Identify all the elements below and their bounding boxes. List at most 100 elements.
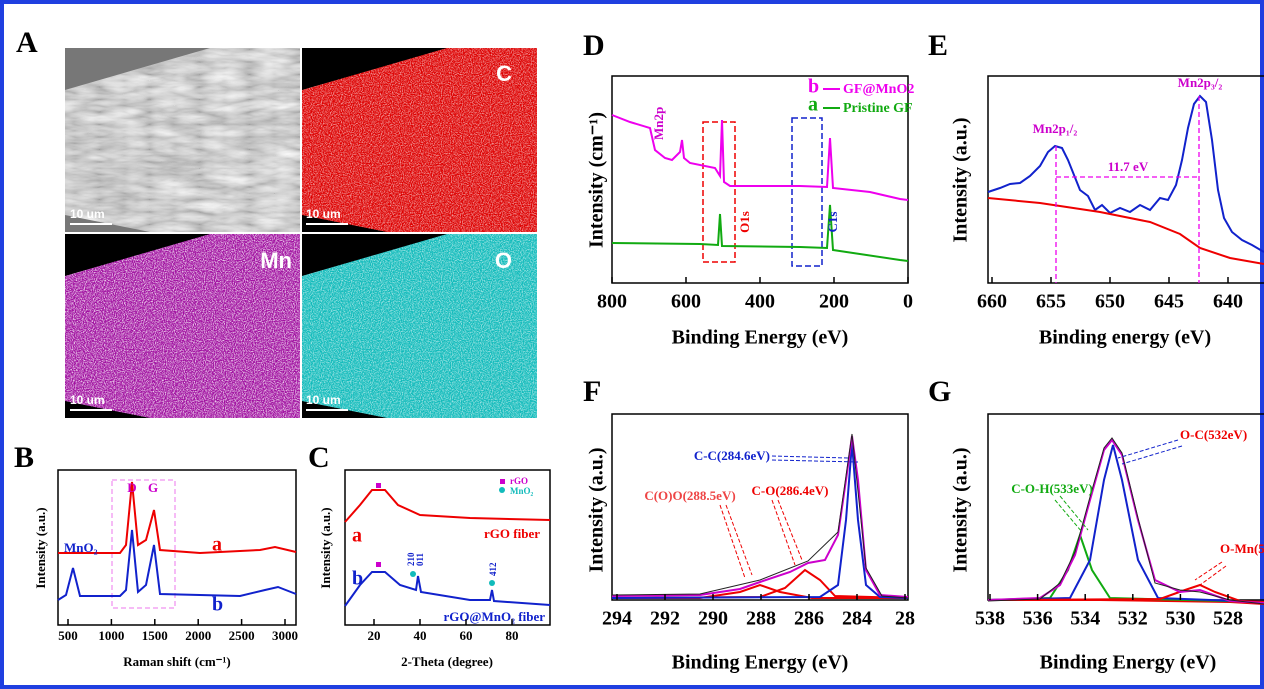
scale-bars: [70, 223, 348, 411]
x-tick-label: 800: [597, 291, 627, 313]
spectrum: [611, 433, 909, 599]
marker: [410, 571, 416, 577]
x-tick-label: 294: [602, 608, 632, 630]
y-label: Intensity (a.u.): [318, 507, 333, 588]
legend-entry: Pristine GF: [843, 101, 913, 116]
plot-frame: [344, 469, 551, 626]
x-tick-label: 650: [1095, 291, 1125, 313]
panel-label: F: [583, 375, 601, 408]
annotation: C(O)O(288.5eV): [644, 488, 735, 503]
x-tick-label: 292: [650, 608, 680, 630]
x-tick-label: 60: [460, 628, 473, 643]
plot-frame: [987, 75, 1264, 284]
x-tick-label: 284: [842, 608, 872, 630]
annotation: rGO@MnO₂ fiber: [443, 609, 545, 624]
spectrum: [58, 481, 297, 555]
annotation: Mn2p₁/₂: [1033, 121, 1078, 136]
x-label: Binding Energy (eV): [1040, 652, 1217, 674]
annotation: a: [212, 534, 222, 556]
highlight-box: [702, 121, 736, 263]
x-tick-label: 400: [745, 291, 775, 313]
legend-entry: MnO₂: [510, 486, 534, 496]
annotation: C-C(284.6eV): [694, 448, 770, 463]
annotation: C-O(286.4eV): [752, 483, 829, 498]
panel-label: C: [308, 441, 330, 474]
panel-label: B: [14, 441, 34, 474]
x-tick-label: 645: [1154, 291, 1184, 313]
x-tick-label: 538: [975, 608, 1005, 630]
annotation: rGO fiber: [484, 526, 540, 541]
marker: [489, 580, 495, 586]
spectrum: [344, 571, 551, 607]
spectrum: [987, 437, 1264, 605]
x-label: Raman shift (cm⁻¹): [123, 654, 231, 669]
legend-letter: b: [808, 76, 819, 98]
spectrum: [987, 94, 1264, 253]
plot-frame: [57, 469, 297, 626]
x-tick-label: 600: [671, 291, 701, 313]
x-tick-label: 528: [1213, 608, 1243, 630]
x-tick-label: 532: [1118, 608, 1148, 630]
annotation: MnO₂: [64, 540, 98, 555]
x-tick-label: 640: [1213, 291, 1243, 313]
x-tick-label: 80: [506, 628, 519, 643]
scale-bar-label: 10 um: [306, 207, 341, 221]
marker: [376, 483, 381, 488]
annotation: 11.7 eV: [1108, 159, 1149, 174]
annotation: O-Mn(530.2eV): [1220, 541, 1264, 556]
sem-images: [65, 48, 537, 418]
scale-bar-label: 10 um: [306, 393, 341, 407]
x-label: Binding Energy (eV): [672, 327, 849, 349]
x-tick-label: 0: [903, 291, 913, 313]
x-tick-label: 2000: [185, 628, 211, 643]
x-tick-label: 20: [368, 628, 381, 643]
x-tick-label: 655: [1036, 291, 1066, 313]
y-label: Intensity (cm⁻¹): [586, 112, 608, 248]
annotation: D: [127, 480, 136, 495]
x-tick-label: 534: [1070, 608, 1100, 630]
plot-frame: [611, 413, 909, 601]
legend-marker: [499, 487, 505, 493]
background: [987, 197, 1264, 265]
x-tick-label: 1000: [98, 628, 124, 643]
annotation: b: [352, 568, 363, 590]
x-tick-label: 200: [819, 291, 849, 313]
highlight-box: [791, 117, 823, 267]
x-tick-label: 500: [58, 628, 78, 643]
y-label: Intensity (a.u.): [950, 447, 972, 572]
marker: [376, 562, 381, 567]
legend-letter: a: [808, 94, 818, 116]
annotation: 011: [415, 552, 425, 566]
x-tick-label: 28: [895, 608, 915, 630]
y-label: Intensity (a.u.): [33, 507, 48, 588]
legend-marker: [500, 479, 505, 484]
spectrum: [344, 489, 551, 523]
y-label: Intensity (a.u.): [586, 447, 608, 572]
x-tick-label: 530: [1165, 608, 1195, 630]
legend-entry: GF@MnO2: [843, 82, 914, 97]
x-tick-label: 288: [746, 608, 776, 630]
map-label: Mn: [260, 248, 292, 273]
x-tick-label: 290: [698, 608, 728, 630]
spectrum: [611, 204, 909, 262]
map-label: C: [496, 61, 512, 86]
annotation: Mn2p: [651, 107, 666, 140]
x-tick-label: 40: [414, 628, 427, 643]
spectrum: [611, 114, 909, 201]
guide-lines: [1055, 96, 1200, 283]
panel-label: D: [583, 29, 605, 62]
annotation: G: [148, 480, 158, 495]
annotation: Mn2p₃/₂: [1178, 75, 1223, 90]
leader-lines: [1054, 439, 1227, 586]
annotation: C1s: [825, 212, 840, 233]
x-tick-label: 536: [1023, 608, 1053, 630]
legend-entry: rGO: [510, 476, 528, 486]
component: [987, 444, 1264, 603]
annotation: C-O-H(533eV): [1011, 481, 1093, 496]
x-tick-label: 286: [794, 608, 824, 630]
x-label: Binding Energy (eV): [672, 652, 849, 674]
spectrum: [57, 529, 297, 601]
panel-label: G: [928, 375, 951, 408]
x-tick-label: 1500: [142, 628, 168, 643]
